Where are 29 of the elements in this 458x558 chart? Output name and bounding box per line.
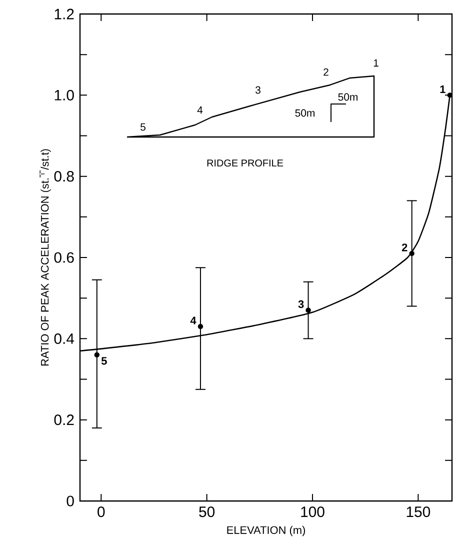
annotation: 1 — [374, 59, 378, 67]
annotation: 4 — [190, 316, 196, 324]
annotation: RIDGE PROFILE — [207, 159, 284, 167]
annotation: 5 — [140, 123, 146, 131]
y-tick-label: 1.0 — [54, 90, 74, 100]
y-tick-label: 0.2 — [54, 414, 74, 426]
point — [198, 324, 204, 330]
annotation: 5 — [101, 357, 107, 365]
x-tick-label: 150 — [406, 506, 430, 518]
point — [306, 308, 311, 313]
x-axis-title: ELEVATION (m) — [227, 526, 305, 536]
annotation: 4 — [197, 106, 203, 114]
x-tick-label: 0 — [98, 506, 105, 518]
x-tick-label: 50 — [199, 506, 215, 518]
annotation: 2 — [402, 244, 408, 252]
annotation: 1 — [440, 85, 446, 93]
point — [94, 352, 100, 358]
y-axis-title: RATIO OF PEAK ACCELERATION (st.$^{"i"}$/st.t) — [39, 149, 51, 366]
y-tick-label: 0 — [66, 496, 74, 506]
y-tick-label: 0.8 — [54, 171, 74, 182]
y-tick-label: 1.2 — [54, 8, 74, 20]
y-tick-label: 0.6 — [54, 252, 74, 263]
annotation: 3 — [255, 86, 260, 94]
y-tick-label: 0.4 — [54, 333, 74, 344]
x-tick-label: 100 — [301, 506, 324, 518]
annotation: 50m — [338, 93, 358, 101]
annotation: 50m — [295, 109, 314, 117]
annotation: 3 — [298, 300, 304, 308]
annotation: 2 — [324, 68, 328, 76]
